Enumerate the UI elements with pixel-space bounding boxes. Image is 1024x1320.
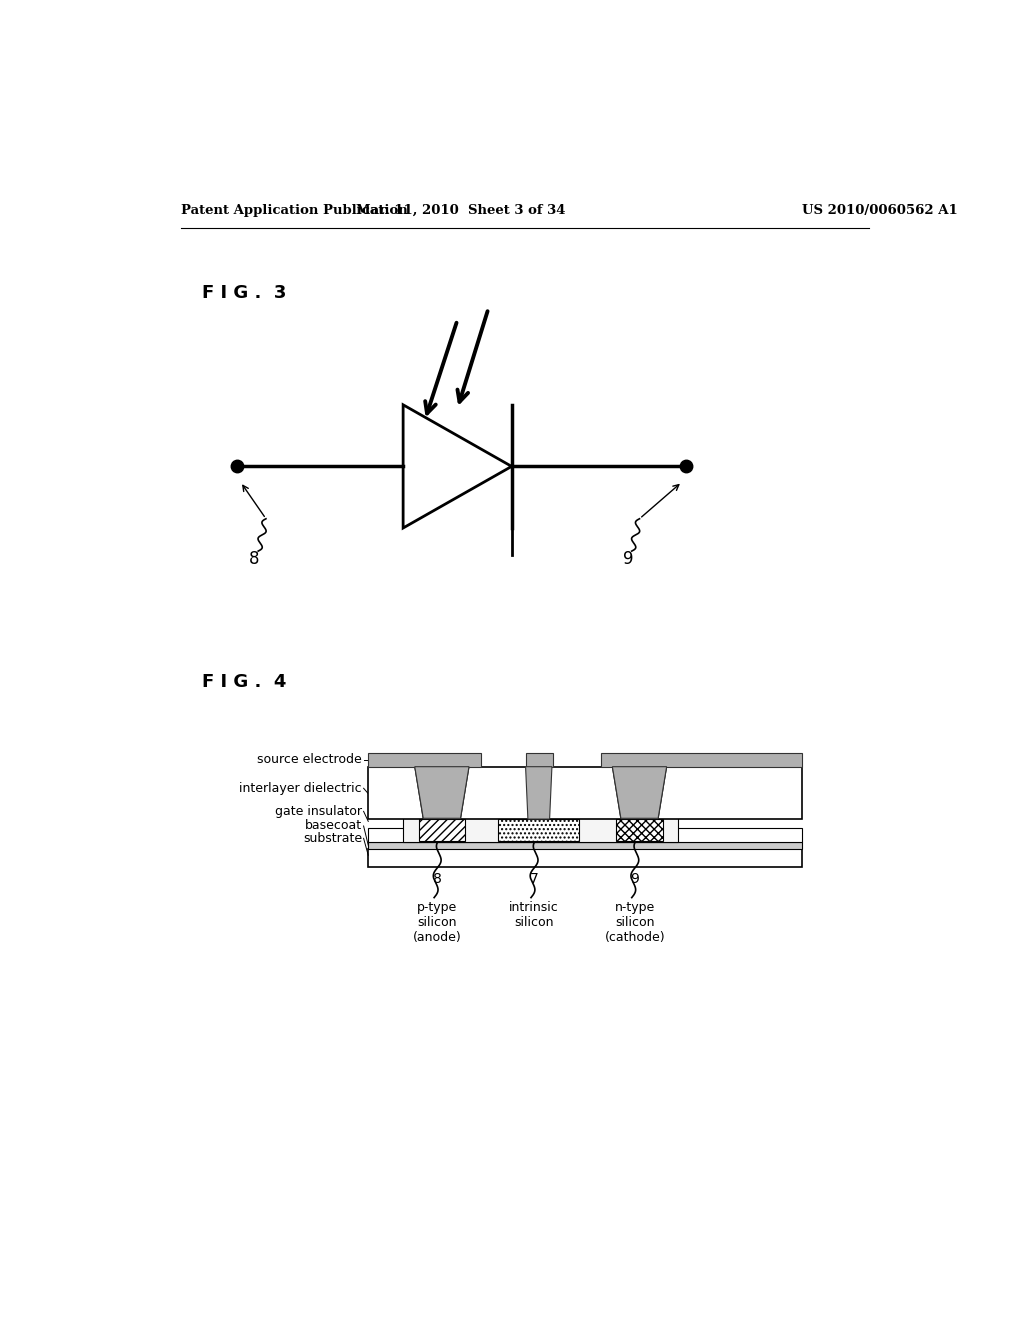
Bar <box>499 818 579 841</box>
Text: basecoat: basecoat <box>305 820 362 833</box>
Text: 9: 9 <box>631 873 639 886</box>
Bar <box>616 818 663 841</box>
Text: p-type
silicon
(anode): p-type silicon (anode) <box>413 902 462 944</box>
Text: F I G .  4: F I G . 4 <box>202 673 286 690</box>
Text: Mar. 11, 2010  Sheet 3 of 34: Mar. 11, 2010 Sheet 3 of 34 <box>356 205 566 218</box>
Polygon shape <box>415 767 469 818</box>
Text: F I G .  3: F I G . 3 <box>202 284 286 302</box>
Text: 8: 8 <box>249 550 259 568</box>
Bar <box>369 842 802 849</box>
Bar <box>601 752 802 767</box>
Polygon shape <box>612 767 667 818</box>
Text: 8: 8 <box>433 873 441 886</box>
Text: gate insulator: gate insulator <box>275 805 362 818</box>
Polygon shape <box>525 767 552 818</box>
Text: interlayer dielectric: interlayer dielectric <box>240 781 362 795</box>
Text: 7: 7 <box>529 873 539 886</box>
Text: US 2010/0060562 A1: US 2010/0060562 A1 <box>802 205 958 218</box>
Text: Patent Application Publication: Patent Application Publication <box>180 205 408 218</box>
Polygon shape <box>612 767 667 818</box>
Text: substrate: substrate <box>303 832 362 845</box>
Text: intrinsic
silicon: intrinsic silicon <box>509 902 559 929</box>
Bar <box>369 829 802 842</box>
Bar <box>369 849 802 867</box>
Text: source electrode: source electrode <box>257 754 362 767</box>
Bar <box>525 752 553 767</box>
Text: n-type
silicon
(cathode): n-type silicon (cathode) <box>604 902 666 944</box>
Polygon shape <box>415 767 469 818</box>
Text: 9: 9 <box>623 550 633 568</box>
Bar <box>369 752 480 767</box>
Bar <box>419 818 465 841</box>
Bar <box>369 767 802 818</box>
Bar <box>403 817 678 842</box>
